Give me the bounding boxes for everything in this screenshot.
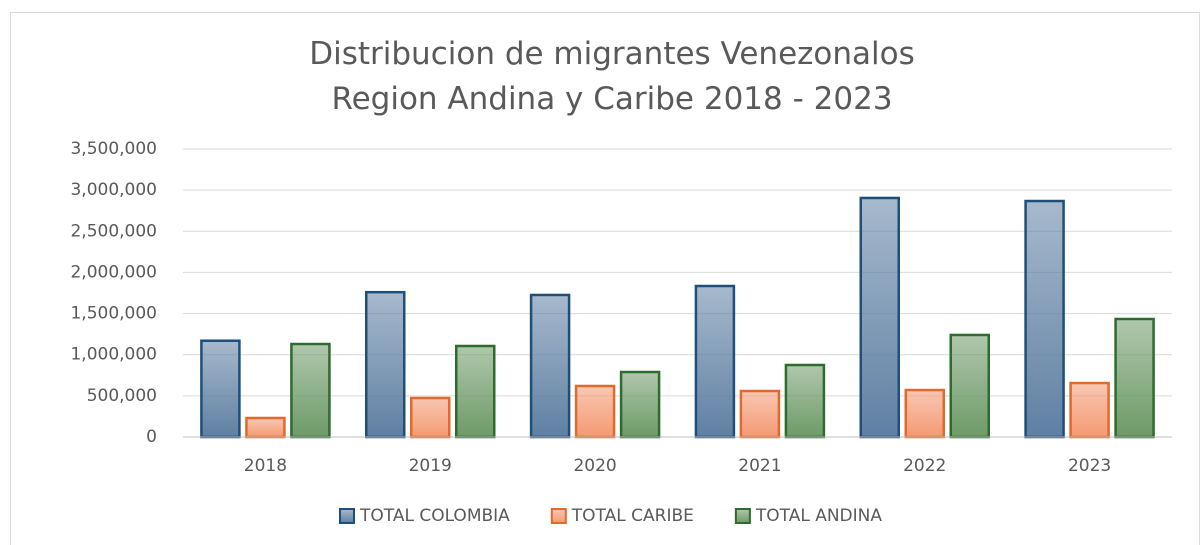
bar: [290, 342, 331, 439]
bar: [619, 370, 661, 439]
bar: [574, 384, 616, 439]
bar: [1114, 317, 1155, 439]
bar: [455, 344, 496, 439]
bar: [200, 339, 241, 439]
x-tick-label: 2020: [573, 456, 616, 476]
chart-title: Distribucion de migrantes Venezonalos Reg…: [309, 36, 915, 117]
x-tick-label: 2022: [903, 456, 946, 476]
bar: [1069, 381, 1110, 439]
bar: [365, 290, 406, 439]
bar: [529, 293, 571, 439]
y-tick-label: 500,000: [87, 386, 157, 406]
bar: [410, 396, 451, 439]
y-tick-label: 3,000,000: [70, 180, 157, 200]
bar: [245, 416, 286, 439]
y-tick-label: 3,500,000: [70, 139, 157, 159]
y-tick-label: 1,000,000: [70, 345, 157, 365]
x-tick-label: 2018: [244, 456, 287, 476]
bar: [859, 196, 900, 439]
bar: [1024, 199, 1065, 439]
y-tick-label: 0: [146, 427, 157, 447]
bar: [949, 333, 990, 439]
bar: [784, 363, 826, 439]
bar: [694, 284, 736, 439]
x-tick-label: 2019: [409, 456, 452, 476]
legend-swatch: [338, 508, 355, 524]
y-tick-label: 2,500,000: [70, 221, 157, 241]
chart-frame: [10, 12, 1200, 545]
legend-label: TOTAL CARIBE: [571, 506, 694, 526]
y-tick-label: 1,500,000: [70, 304, 157, 324]
bar: [904, 388, 945, 439]
x-tick-label: 2023: [1068, 456, 1111, 476]
y-tick-label: 2,000,000: [70, 262, 157, 282]
legend-swatch: [734, 508, 751, 524]
x-tick-label: 2021: [738, 456, 781, 476]
legend-label: TOTAL ANDINA: [755, 506, 883, 526]
bar: [739, 389, 781, 439]
legend-swatch: [550, 508, 567, 524]
legend-label: TOTAL COLOMBIA: [359, 506, 510, 526]
